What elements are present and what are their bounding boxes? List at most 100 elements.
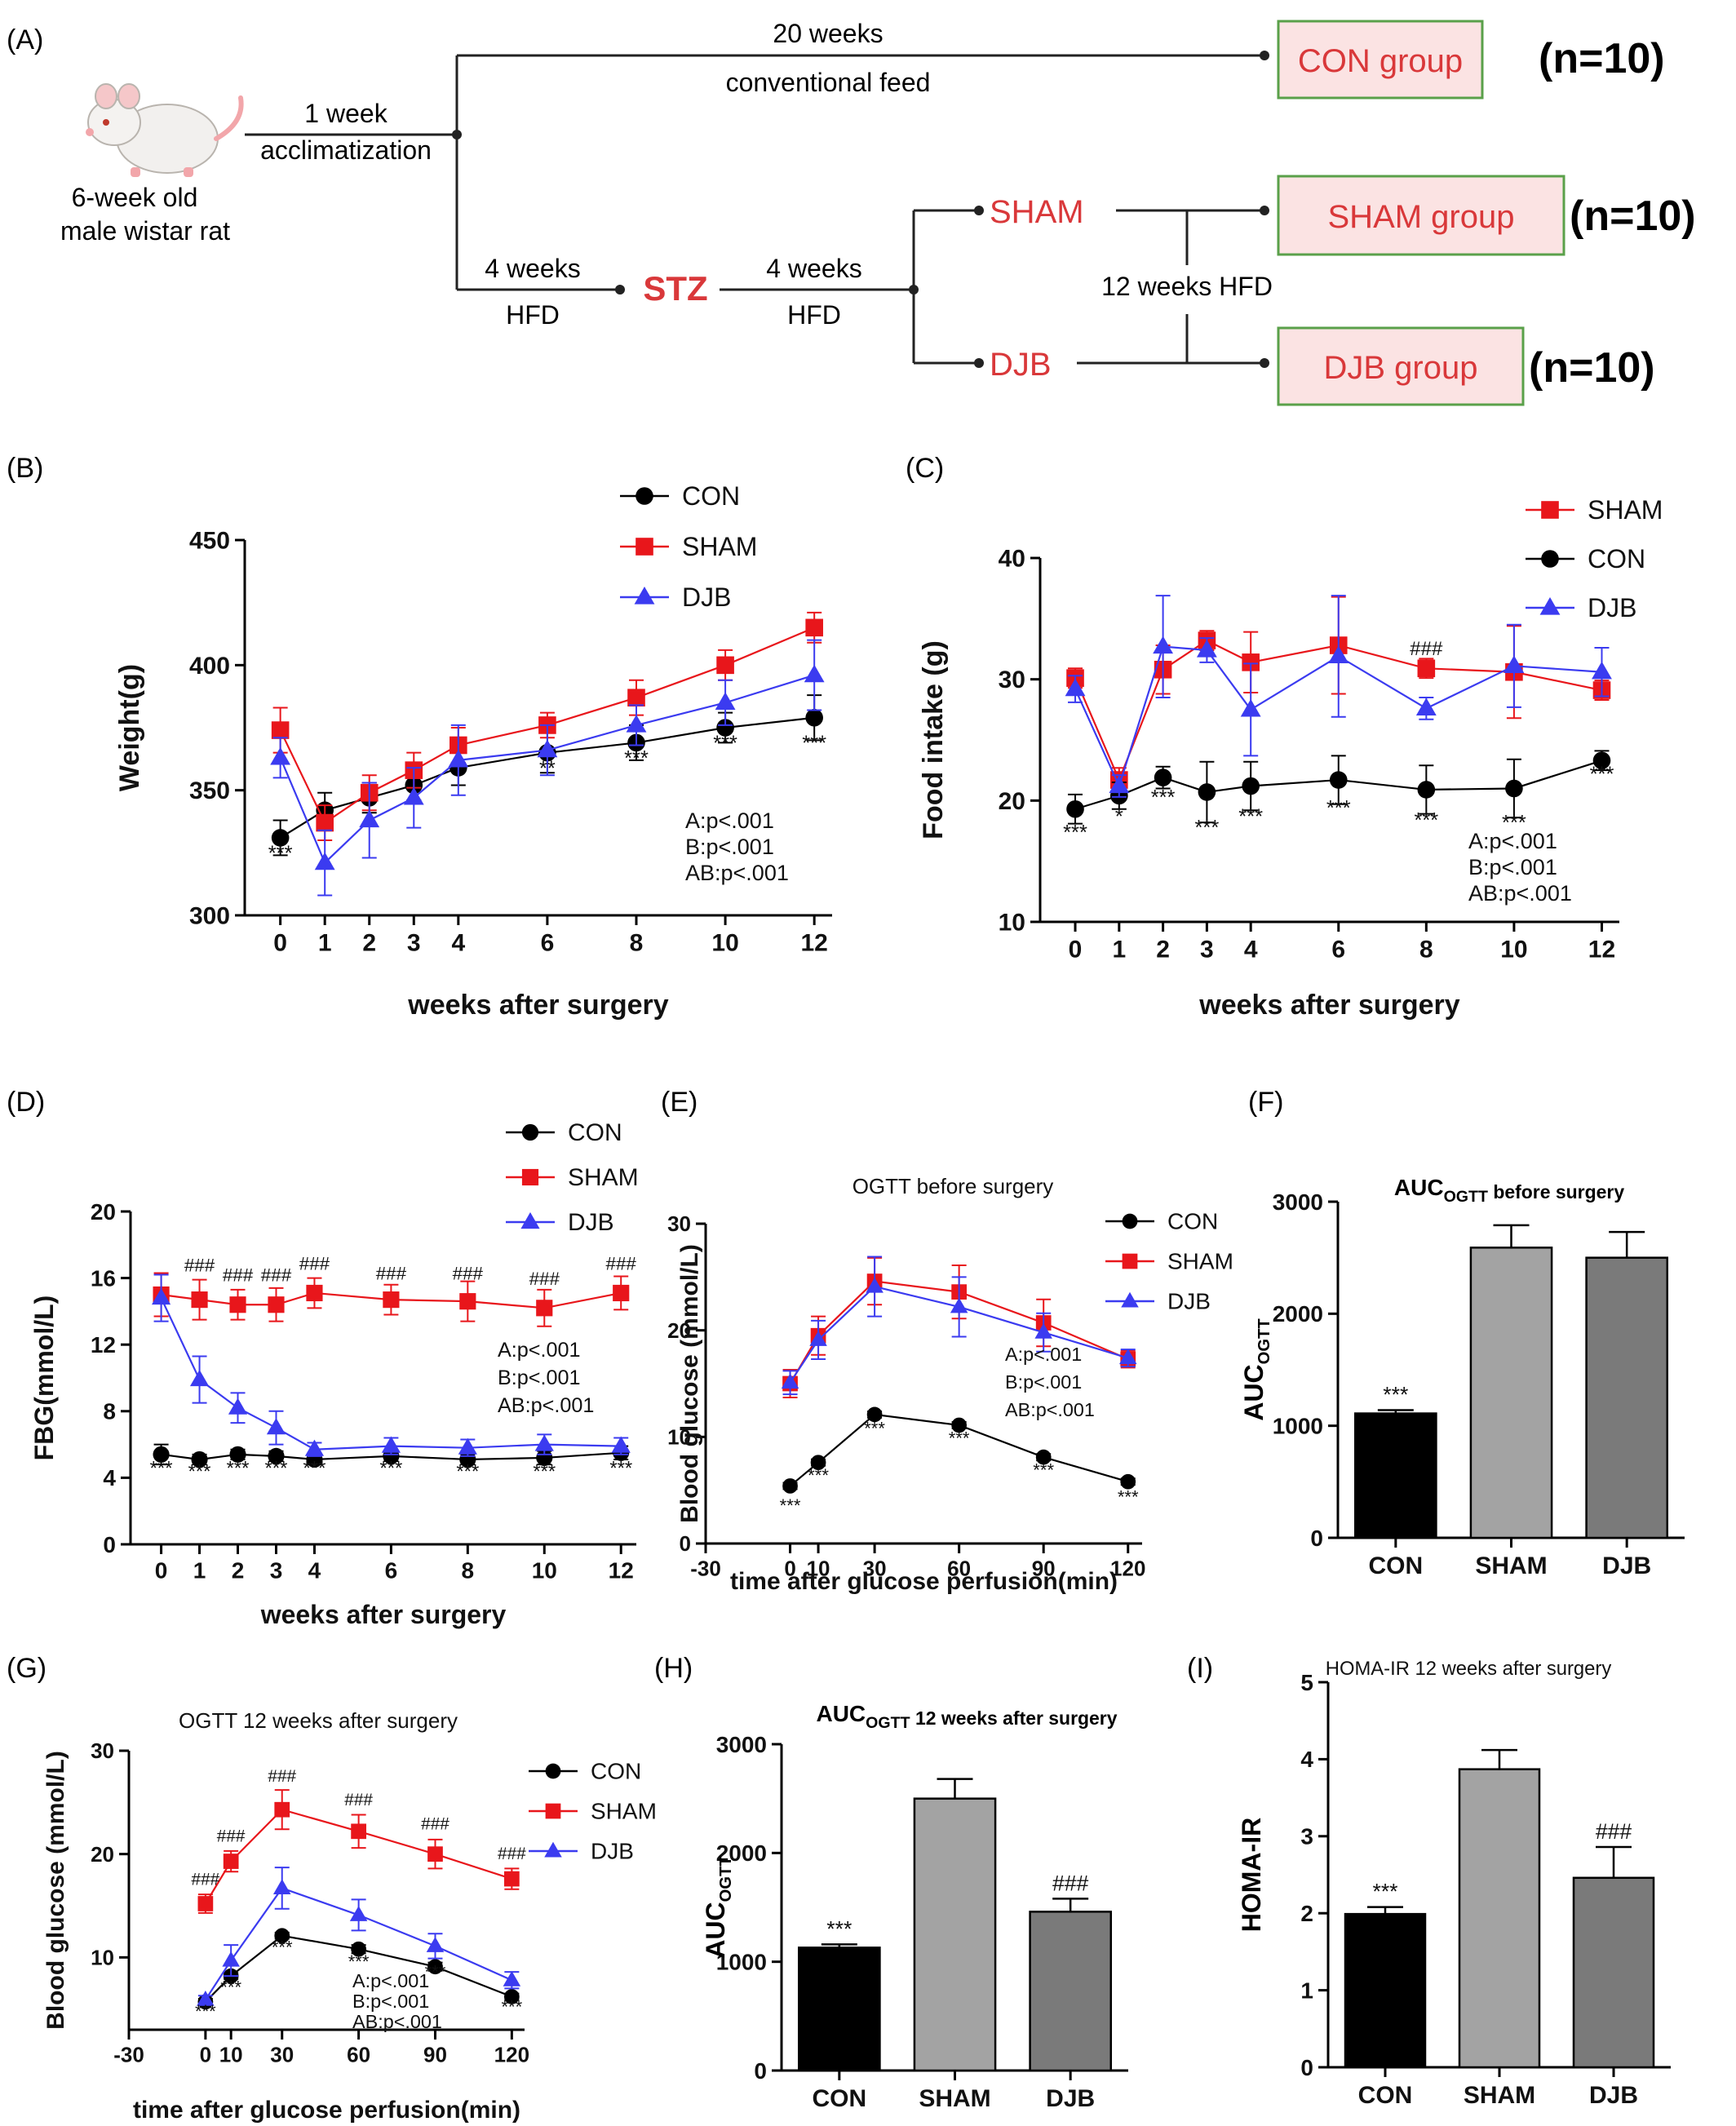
x-axis-label: weeks after surgery [407,990,668,1021]
y-tick-label: 2 [1300,1901,1313,1926]
marker-triangle [1034,1323,1052,1339]
stats-line: AB:p<.001 [1005,1399,1095,1420]
marker-square [503,1871,520,1887]
significance-mark: *** [609,1457,632,1479]
marker-square [351,1823,366,1840]
top-branch-label-1: 20 weeks [773,19,883,48]
x-axis-label: time after glucose perfusion(min) [730,1568,1118,1595]
significance-mark: *** [1151,786,1176,809]
significance-mark: ### [268,1767,296,1786]
marker-triangle [804,664,825,683]
marker-triangle [266,1418,286,1435]
marker-circle [1505,779,1523,798]
y-tick-label: 2000 [1273,1301,1323,1327]
marker-triangle [544,1841,562,1858]
marker-triangle [626,714,647,733]
x-tick-label: 1 [1112,937,1126,963]
significance-mark: *** [348,1951,370,1972]
y-tick-label: 400 [189,653,230,680]
hfd1-label-2: HFD [506,300,560,330]
stats-line: A:p<.001 [1005,1344,1082,1365]
marker-circle [229,1446,246,1463]
chart-title: AUCOGTT before surgery [1394,1175,1624,1206]
x-tick-label: 2 [362,930,376,957]
panel-label-f: (F) [1248,1087,1283,1118]
series-djb [270,639,825,897]
bar-sham [1458,1768,1541,2069]
y-tick-label: 4 [103,1465,116,1490]
x-tick-label: 0 [1069,937,1083,963]
marker-circle [1120,1473,1136,1490]
y-tick-label: 20 [999,788,1025,815]
x-tick-label: 1 [193,1557,206,1583]
marker-circle [427,1959,443,1975]
stats-line: AB:p<.001 [352,2011,442,2032]
marker-circle [271,829,290,847]
y-tick-label: 30 [91,1738,114,1763]
series-line [204,1887,512,2000]
x-tick-label: DJB [1602,1552,1651,1579]
stats-line: AB:p<.001 [685,861,789,885]
x-tick-label: 0 [273,930,287,957]
marker-square [274,1801,290,1818]
significance-mark: *** [188,1460,211,1482]
marker-circle [810,1455,826,1471]
y-tick-label: 10 [667,1424,691,1449]
x-tick-label: -30 [690,1556,721,1580]
legend-label: SHAM [591,1798,657,1823]
panel-a-flowchart: (A) 6-week old male wistar rat 1 week ac… [7,19,1696,406]
marker-triangle [1153,636,1174,654]
marker-triangle [1328,645,1349,664]
significance-mark: ### [299,1253,330,1273]
marker-circle [866,1406,883,1423]
significance-mark: *** [1195,817,1220,839]
marker-square [197,1896,214,1911]
chart-title: OGTT before surgery [852,1174,1054,1198]
y-tick-label: 4 [1300,1747,1313,1772]
marker-circle [782,1478,798,1494]
marker-circle [716,719,734,737]
marker-triangle [272,1879,291,1894]
significance-mark: *** [227,1457,250,1479]
significance-mark: ### [1410,638,1443,660]
marker-triangle [403,786,424,805]
marker-circle [191,1451,208,1468]
significance-mark: ### [421,1814,450,1833]
chart-g-ogtt-after: 10 20 30 -30 0 10 30 60 90 120 time after glucose … [42,1708,657,2124]
stats-line: A:p<.001 [352,1970,429,1991]
legend-label: SHAM [568,1164,639,1191]
significance-mark: *** [624,747,649,770]
x-tick-label: DJB [1046,2085,1095,2112]
y-tick-label: 1000 [716,1949,767,1974]
significance-mark: *** [303,1457,326,1479]
significance-mark: *** [1118,1486,1139,1507]
legend-label: DJB [568,1209,614,1236]
rat-label-line2: male wistar rat [60,216,230,246]
marker-triangle [866,1277,884,1293]
x-tick-label: 10 [532,1557,557,1583]
significance-mark: *** [272,1937,293,1957]
significance-mark: *** [501,1997,522,2017]
title-rest: before surgery [1488,1181,1624,1203]
marker-square [459,1293,476,1310]
marker-square [383,1291,400,1309]
marker-square [1242,653,1260,671]
series-sham [197,1789,520,1914]
significance-mark: ### [261,1265,292,1286]
y-tick-label: 0 [1310,1526,1323,1551]
box-con-label: CON group [1298,43,1463,79]
marker-square [636,538,653,556]
marker-triangle [537,739,558,758]
significance-mark: *** [379,1457,402,1479]
y-label-subscript: OGTT [717,1856,735,1902]
significance-mark: *** [1326,797,1351,820]
panel-label-e: (E) [661,1087,698,1118]
marker-circle [1592,751,1611,770]
marker-circle [545,1763,561,1779]
y-tick-label: 20 [667,1318,691,1343]
marker-square [521,1168,539,1186]
title-subscript: OGTT [1444,1188,1488,1206]
acclim-label-1: 1 week [304,99,388,128]
